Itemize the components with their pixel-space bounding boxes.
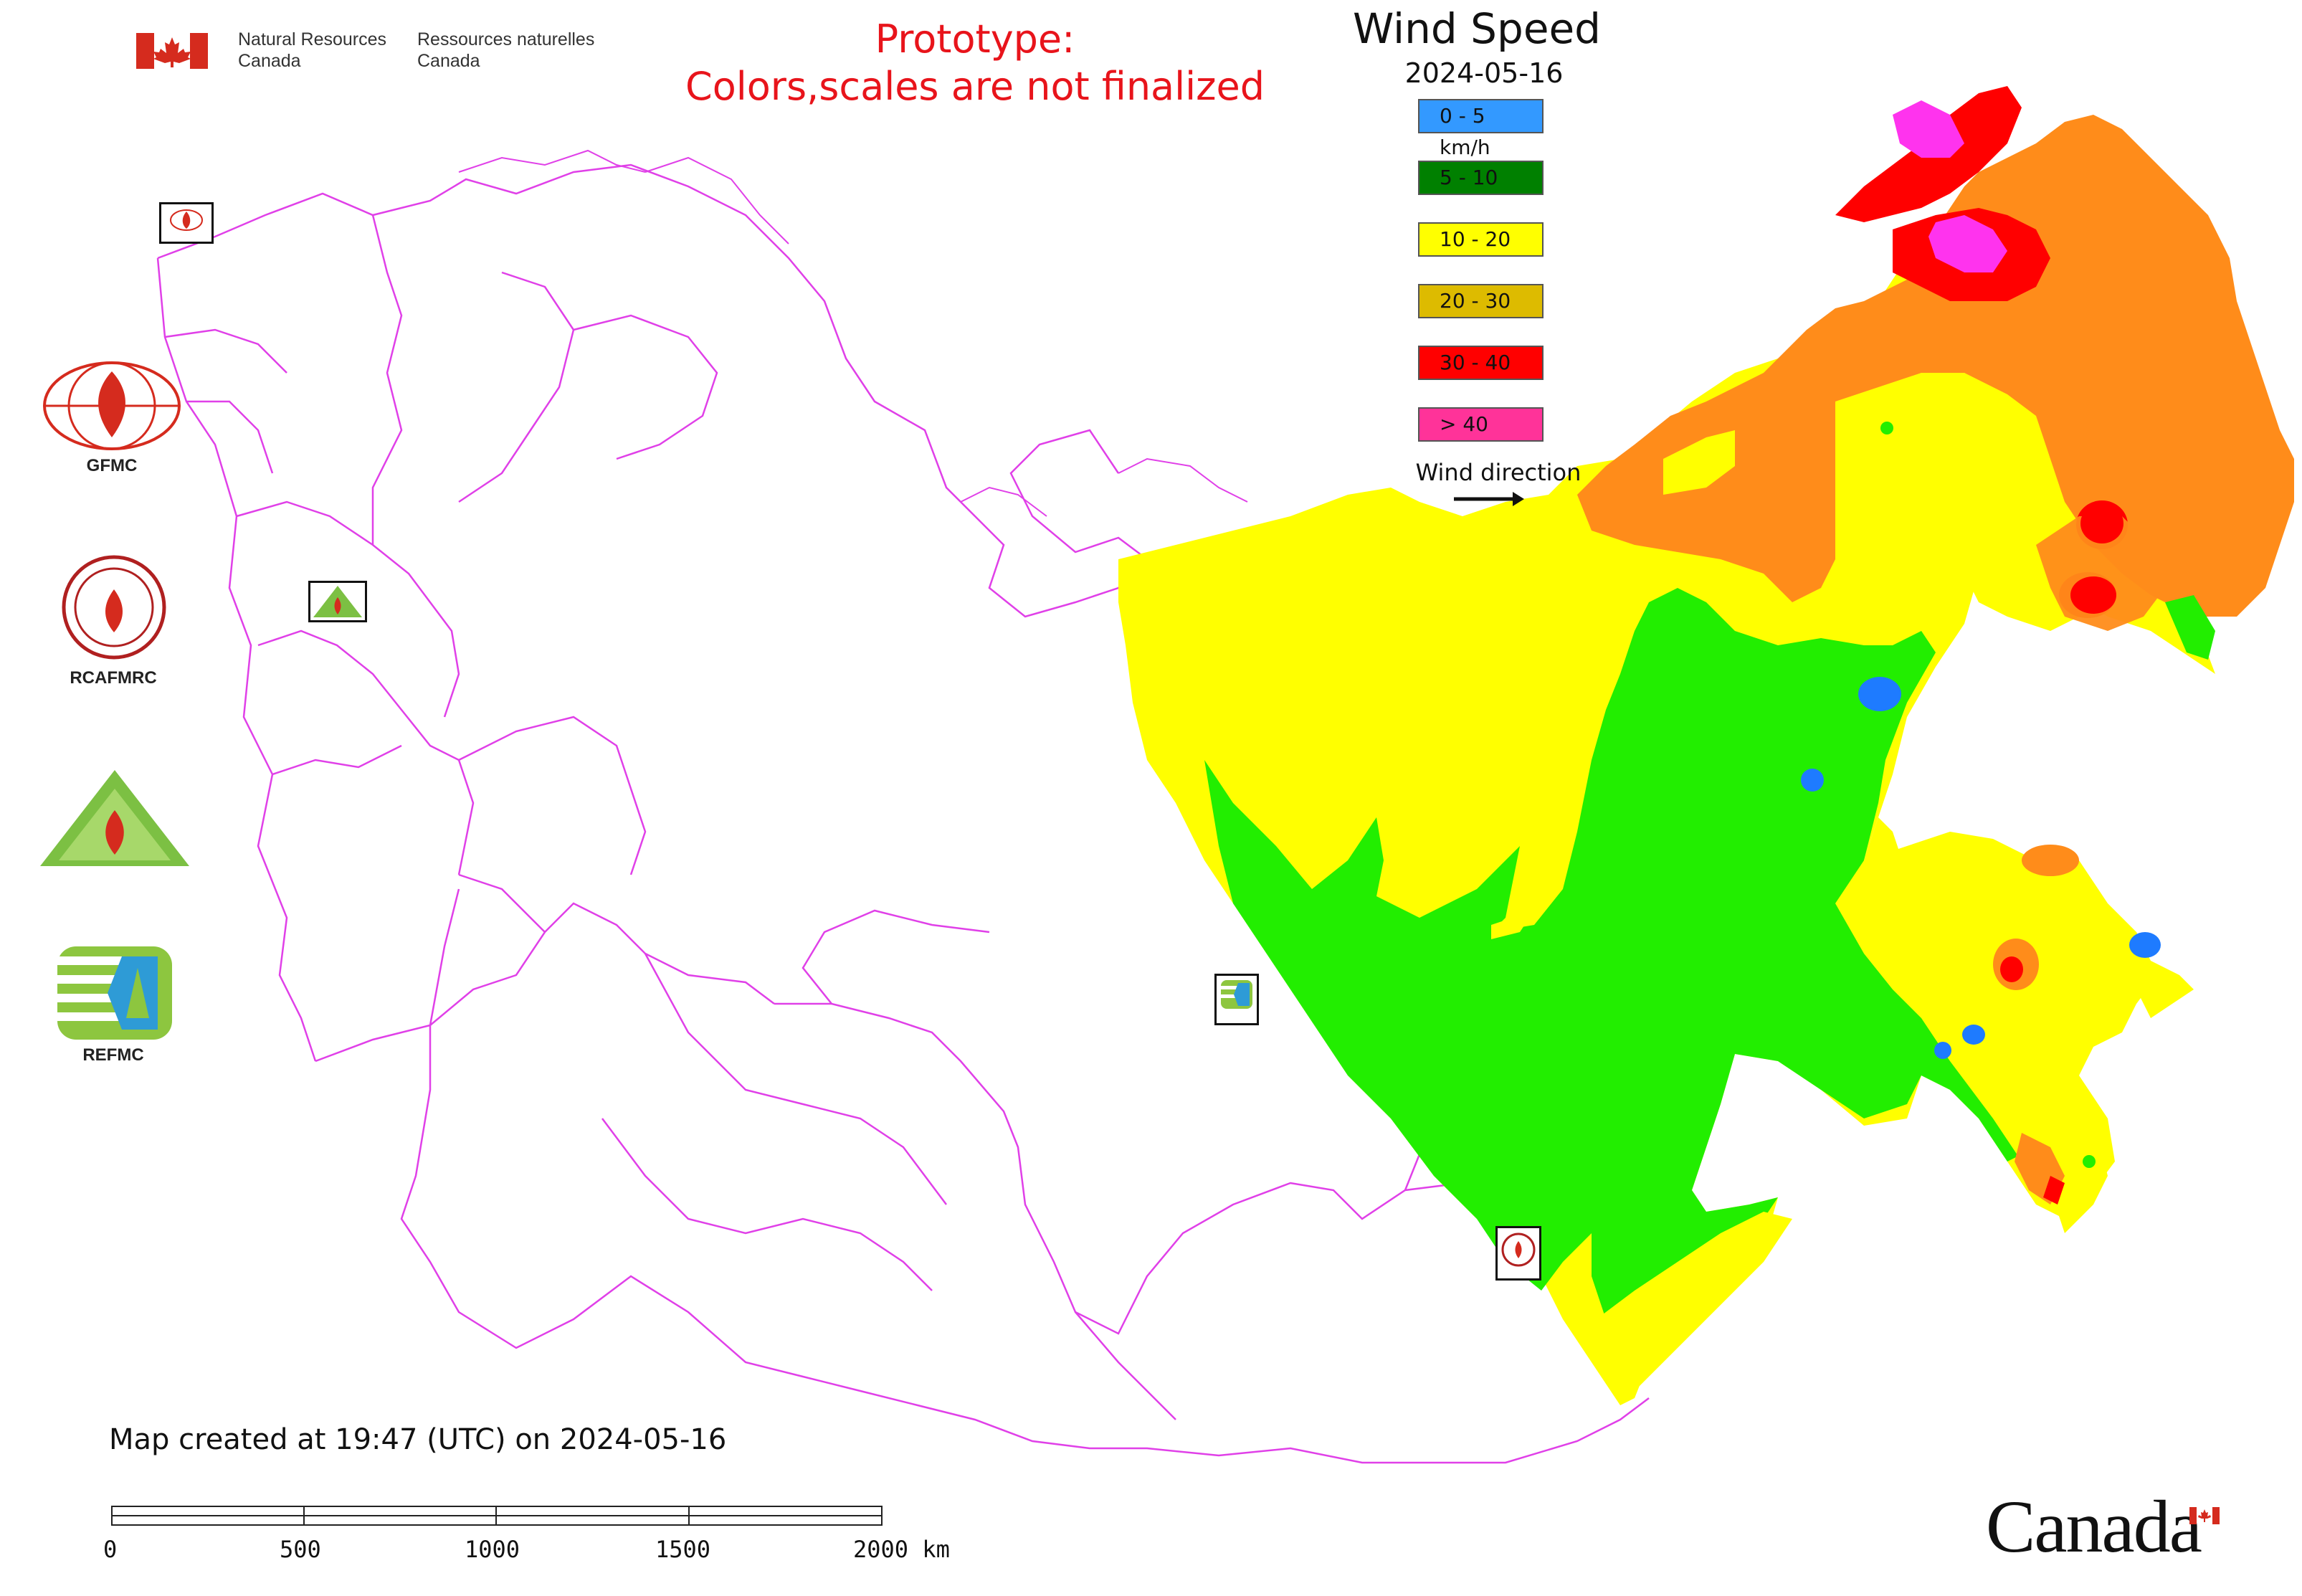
canada-wordmark-flag-icon bbox=[2189, 1507, 2220, 1524]
prototype-notice: Prototype: Colors,scales are not finaliz… bbox=[645, 16, 1305, 110]
refmc-marker-glyph-icon bbox=[1221, 980, 1252, 1009]
legend-date: 2024-05-16 bbox=[1404, 57, 1564, 89]
legend-swatch-4: 30 - 40 bbox=[1418, 346, 1544, 380]
gfmc-marker-icon[interactable] bbox=[159, 202, 214, 244]
legend-swatch-5: > 40 bbox=[1418, 407, 1544, 442]
reefmc-marker-glyph-icon bbox=[313, 586, 362, 617]
canada-wordmark: Canada bbox=[1986, 1486, 2202, 1568]
prototype-line1: Prototype: bbox=[875, 16, 1075, 62]
scale-label-0: 0 bbox=[103, 1536, 118, 1563]
scale-label-1500: 1500 bbox=[655, 1536, 711, 1563]
gfmc-marker-glyph-icon bbox=[170, 209, 203, 231]
scale-label-1000: 1000 bbox=[465, 1536, 520, 1563]
rcafmrc-marker-icon[interactable] bbox=[1495, 1226, 1541, 1281]
rcafmrc-marker-glyph-icon bbox=[1501, 1232, 1536, 1267]
side-logo-caption-rcafmrc: RCAFMRC bbox=[70, 668, 157, 688]
reefmc-logo-icon bbox=[40, 770, 189, 866]
ministry-name-fr: Ressources naturelles Canada bbox=[417, 29, 594, 72]
side-logo-caption-gfmc: GFMC bbox=[86, 456, 138, 475]
ministry-en-line2: Canada bbox=[238, 51, 301, 71]
gfmc-logo-icon bbox=[43, 361, 181, 450]
rcafmrc-logo-icon bbox=[62, 555, 166, 660]
prototype-line2: Colors,scales are not finalized bbox=[685, 64, 1265, 109]
ministry-fr-line1: Ressources naturelles bbox=[417, 29, 595, 49]
scale-label-500: 500 bbox=[280, 1536, 321, 1563]
legend-swatch-3: 20 - 30 bbox=[1418, 284, 1544, 318]
scale-bar bbox=[111, 1506, 883, 1526]
wind-field bbox=[1118, 86, 2294, 1405]
northern-coastline bbox=[458, 149, 1248, 517]
canada-flag-icon bbox=[136, 33, 208, 69]
legend-swatch-0: 0 - 5 km/h bbox=[1418, 99, 1544, 159]
wind-direction-arrow-icon bbox=[1454, 492, 1524, 506]
map-created-timestamp: Map created at 19:47 (UTC) on 2024-05-16 bbox=[109, 1423, 727, 1456]
country-borders bbox=[156, 163, 1650, 1464]
refmc-marker-icon[interactable] bbox=[1214, 974, 1259, 1025]
legend-swatch-1: 5 - 10 bbox=[1418, 161, 1544, 195]
wind-direction-label: Wind direction bbox=[1415, 459, 1582, 486]
reefmc-marker-icon[interactable] bbox=[308, 581, 367, 622]
legend-title: Wind Speed bbox=[1352, 4, 1602, 53]
ministry-fr-line2: Canada bbox=[417, 51, 480, 71]
refmc-logo-icon bbox=[57, 946, 172, 1040]
scale-label-2000: 2000 km bbox=[853, 1536, 950, 1563]
side-logo-caption-refmc: REFMC bbox=[82, 1045, 144, 1065]
ministry-en-line1: Natural Resources bbox=[238, 29, 387, 49]
legend-swatch-2: 10 - 20 bbox=[1418, 222, 1544, 257]
ministry-name-en: Natural Resources Canada bbox=[238, 29, 386, 72]
